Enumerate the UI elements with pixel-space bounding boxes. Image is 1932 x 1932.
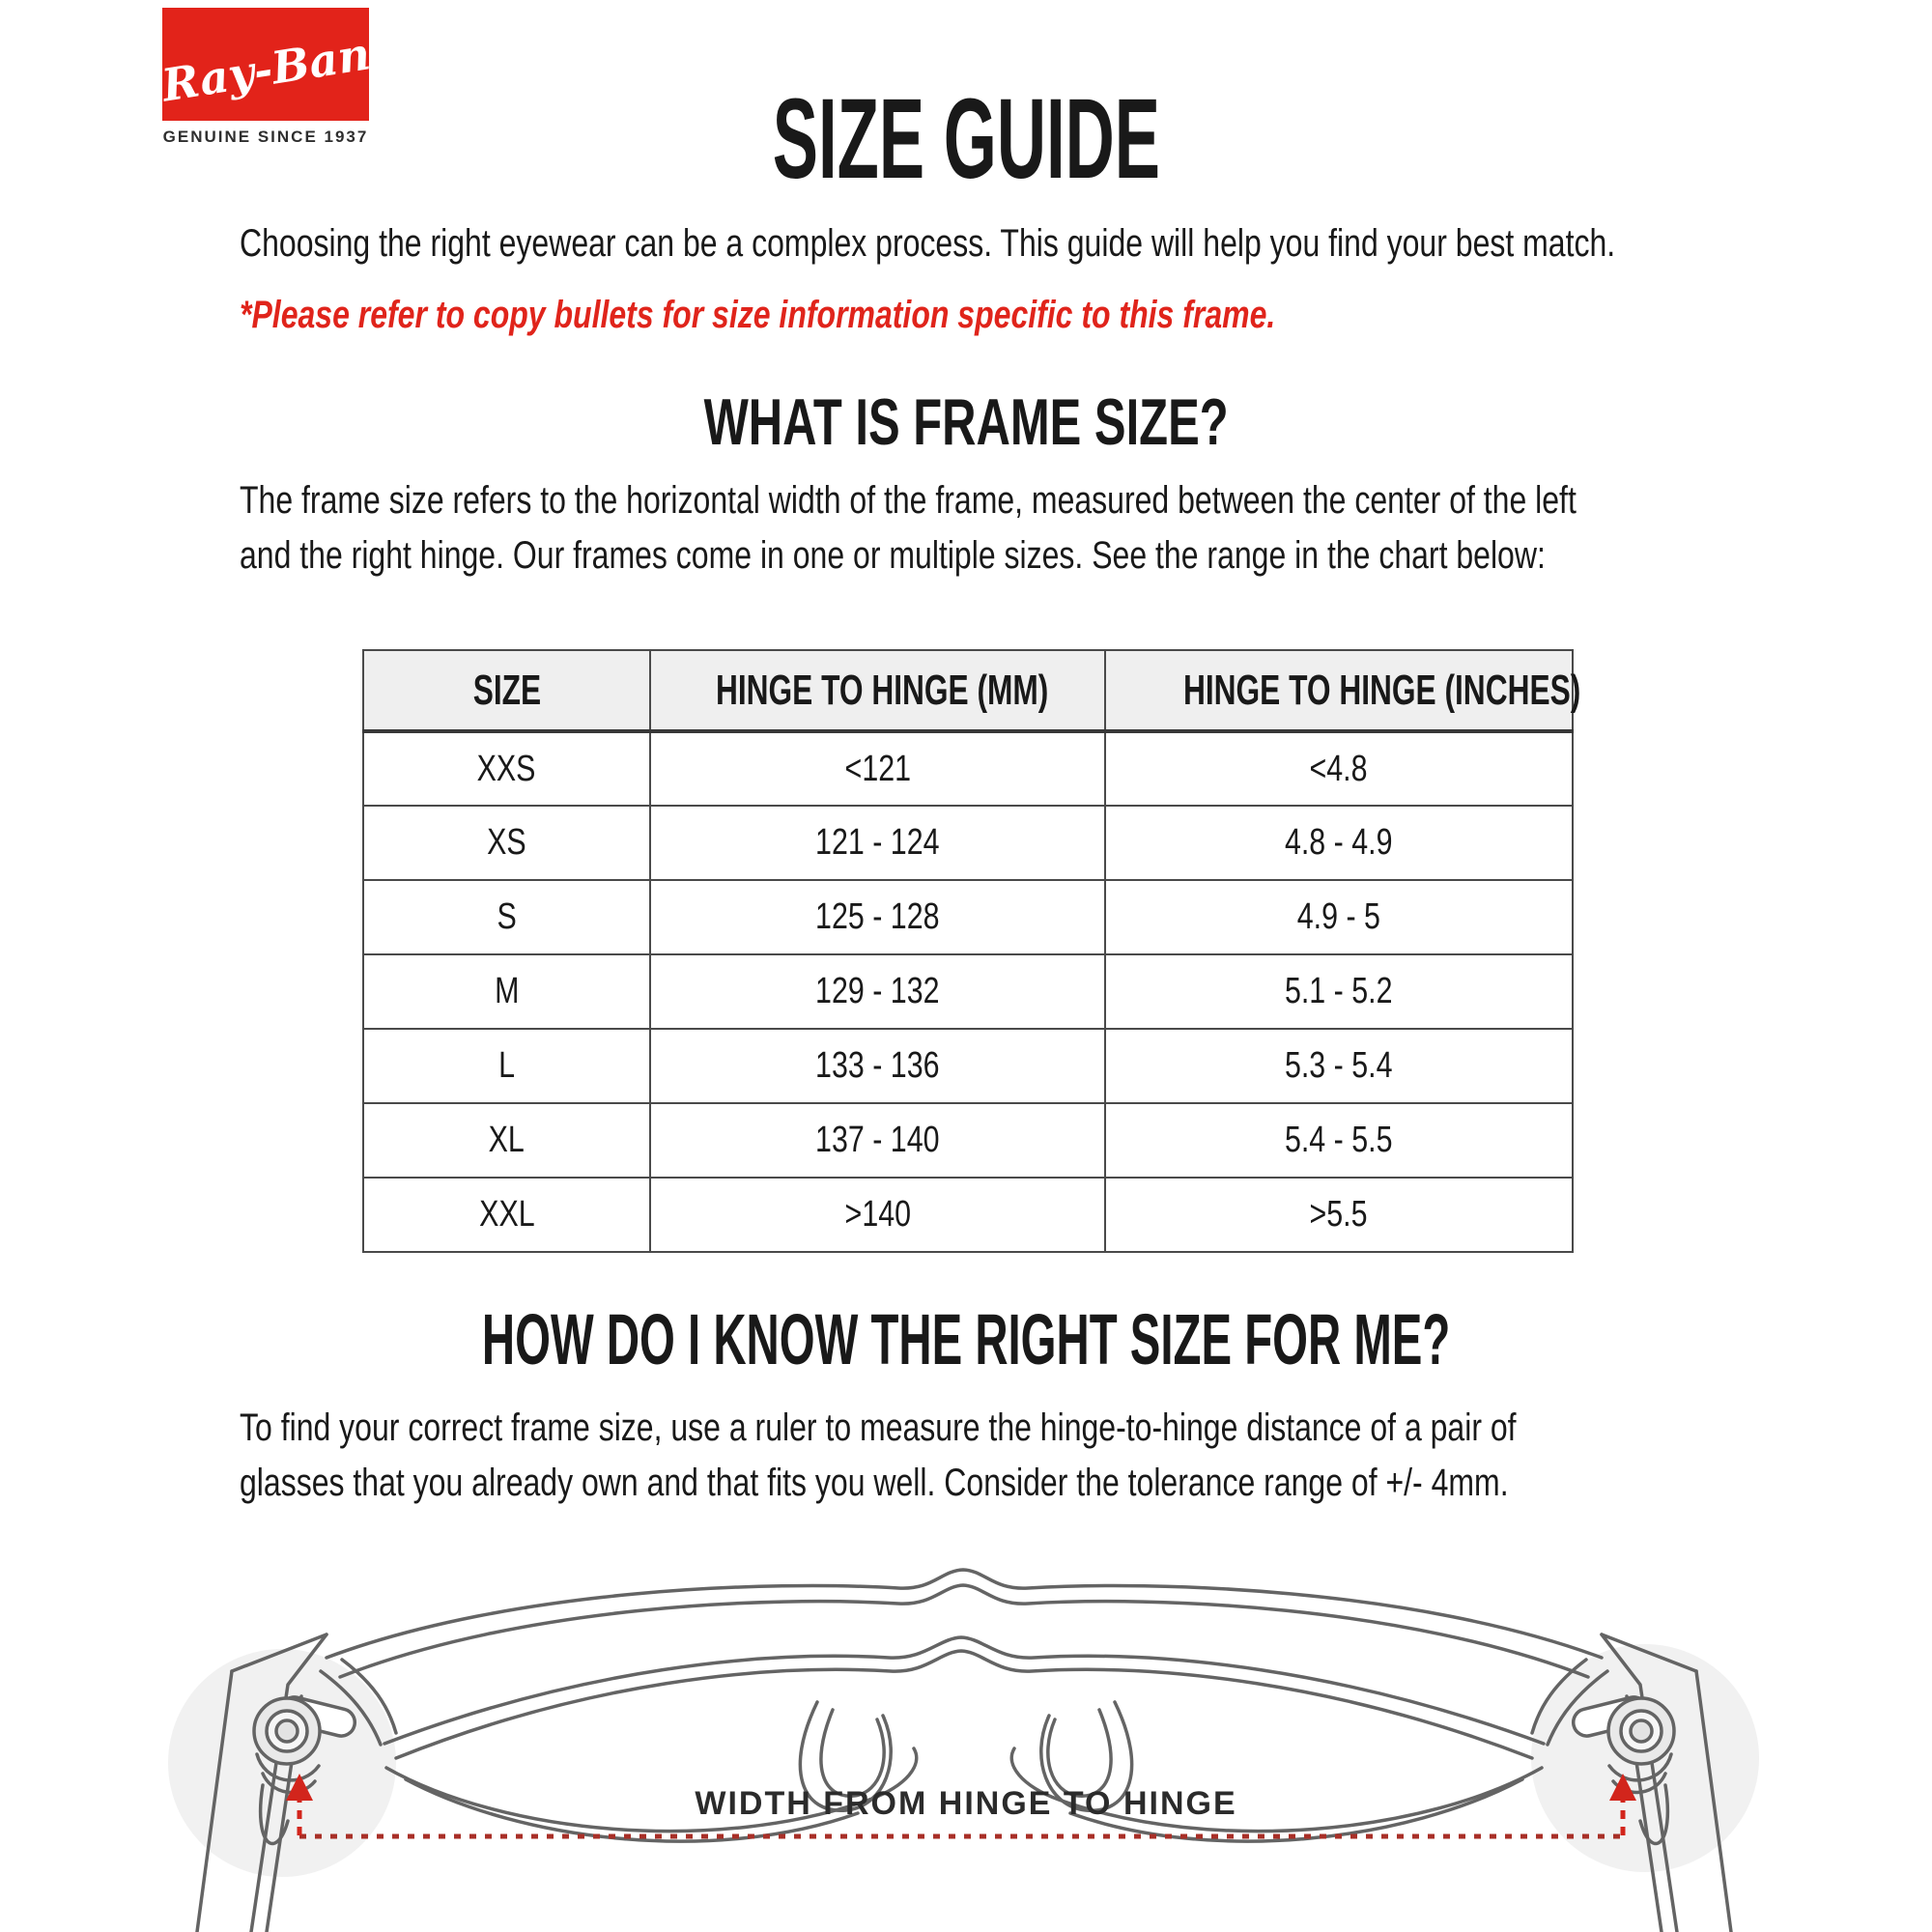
right-size-line-1: To find your correct frame size, use a r… (240, 1406, 1517, 1449)
right-size-heading-text: HOW DO I KNOW THE RIGHT SIZE FOR ME? (481, 1299, 1451, 1379)
frame-size-paragraph: The frame size refers to the horizontal … (240, 473, 1911, 583)
frame-size-heading-text: WHAT IS FRAME SIZE? (703, 385, 1229, 459)
cell-mm: >140 (649, 1177, 1106, 1253)
glasses-illustration: WIDTH FROM HINGE TO HINGE (97, 1526, 1835, 1932)
left-hinge-stack1 (255, 1752, 321, 1782)
right-size-heading: HOW DO I KNOW THE RIGHT SIZE FOR ME? (0, 1298, 1932, 1380)
left-hinge-stack2 (261, 1772, 317, 1795)
left-nosepad-inner (819, 1708, 886, 1798)
table-row-xl: XL 137 - 140 5.4 - 5.5 (362, 1102, 1574, 1179)
table-row-xs: XS 121 - 124 4.8 - 4.9 (362, 805, 1574, 881)
front-band-bottom (394, 1649, 1534, 1760)
left-lens-sweep2 (404, 1777, 860, 1843)
intro-paragraph: Choosing the right eyewear can be a comp… (240, 216, 1932, 271)
cell-inches: >5.5 (1104, 1177, 1574, 1253)
right-temple-inner (1600, 1633, 1679, 1932)
rayban-logo: Ray-Ban GENUINE SINCE 1937 (156, 8, 374, 147)
frame-size-heading: WHAT IS FRAME SIZE? (0, 384, 1932, 460)
table-row-xxs: XXS <121 <4.8 (362, 730, 1574, 807)
table-row-s: S 125 - 128 4.9 - 5 (362, 879, 1574, 955)
right-endpiece-line (1546, 1669, 1609, 1747)
intro-line: Choosing the right eyewear can be a comp… (240, 222, 1616, 265)
cell-inches: 5.4 - 5.5 (1104, 1102, 1574, 1179)
left-endpiece-line (319, 1669, 383, 1747)
left-temple-inner (249, 1633, 328, 1932)
table-row-l: L 133 - 136 5.3 - 5.4 (362, 1028, 1574, 1104)
right-endpiece-line2 (1530, 1658, 1588, 1735)
cell-size: XXS (362, 730, 651, 807)
header-hinge-mm: HINGE TO HINGE (MM) (649, 649, 1106, 733)
left-endpiece-line2 (340, 1658, 398, 1735)
browline-inner (338, 1583, 1590, 1679)
right-hinge-pin (1629, 1719, 1654, 1744)
cell-inches: <4.8 (1104, 730, 1574, 807)
cell-mm: <121 (649, 730, 1106, 807)
right-nosepad-outer (1039, 1700, 1134, 1812)
cell-inches: 4.8 - 4.9 (1104, 805, 1574, 881)
frame-note: *Please refer to copy bullets for size i… (240, 288, 1534, 343)
header-size: SIZE (362, 649, 651, 733)
cell-inches: 5.1 - 5.2 (1104, 953, 1574, 1030)
cell-mm: 129 - 132 (649, 953, 1106, 1030)
right-size-paragraph: To find your correct frame size, use a r… (240, 1401, 1835, 1511)
rayban-script-logo: Ray-Ban (156, 27, 374, 112)
cell-size: M (362, 953, 651, 1030)
right-temple-outer (1694, 1669, 1733, 1932)
cell-size: XXL (362, 1177, 651, 1253)
left-temple-top-edge (230, 1633, 328, 1673)
hinge-width-measurement (286, 1774, 1636, 1839)
left-temple-outer (195, 1669, 234, 1932)
glasses-topview-drawing (168, 1568, 1759, 1932)
hinge-width-label: WIDTH FROM HINGE TO HINGE (695, 1785, 1237, 1822)
right-temple-top-edge (1600, 1633, 1698, 1673)
left-arrowhead-up-icon (286, 1774, 313, 1801)
header-hinge-inches: HINGE TO HINGE (INCHES) (1104, 649, 1580, 733)
cell-size: XS (362, 805, 651, 881)
size-chart-header-row: SIZE HINGE TO HINGE (MM) HINGE TO HINGE … (362, 649, 1580, 733)
browline-outer (325, 1568, 1604, 1660)
right-hinge-teardrop (1638, 1783, 1670, 1846)
logo-tagline: GENUINE SINCE 1937 (162, 128, 369, 146)
cell-size: L (362, 1028, 651, 1104)
size-chart-table: SIZE HINGE TO HINGE (MM) HINGE TO HINGE … (362, 649, 1580, 1253)
glasses-line-art (195, 1568, 1733, 1932)
page-title-text: SIZE GUIDE (772, 75, 1160, 203)
cell-inches: 5.3 - 5.4 (1104, 1028, 1574, 1104)
cell-inches: 4.9 - 5 (1104, 879, 1574, 955)
frame-note-line: *Please refer to copy bullets for size i… (240, 294, 1276, 336)
right-hinge-stack1 (1607, 1752, 1673, 1782)
frame-size-line-2: and the right hinge. Our frames come in … (240, 534, 1546, 577)
rayban-logo-box: Ray-Ban (156, 8, 374, 121)
front-band-top (383, 1635, 1546, 1746)
left-lens-sweep (384, 1747, 919, 1833)
right-lens-sweep (1009, 1747, 1544, 1833)
cell-mm: 137 - 140 (649, 1102, 1106, 1179)
right-nosepad-inner (1046, 1708, 1113, 1798)
frame-size-line-1: The frame size refers to the horizontal … (240, 479, 1577, 522)
cell-size: S (362, 879, 651, 955)
right-arrowhead-up-icon (1609, 1774, 1636, 1801)
right-size-line-2: glasses that you already own and that fi… (240, 1462, 1509, 1504)
table-row-m: M 129 - 132 5.1 - 5.2 (362, 953, 1574, 1030)
left-hinge-teardrop (258, 1783, 290, 1846)
left-hinge-pin (274, 1719, 299, 1744)
cell-mm: 133 - 136 (649, 1028, 1106, 1104)
cell-size: XL (362, 1102, 651, 1179)
cell-mm: 125 - 128 (649, 879, 1106, 955)
page-title: SIZE GUIDE (0, 73, 1932, 205)
table-row-xxl: XXL >140 >5.5 (362, 1177, 1574, 1253)
cell-mm: 121 - 124 (649, 805, 1106, 881)
left-nosepad-outer (798, 1700, 893, 1812)
